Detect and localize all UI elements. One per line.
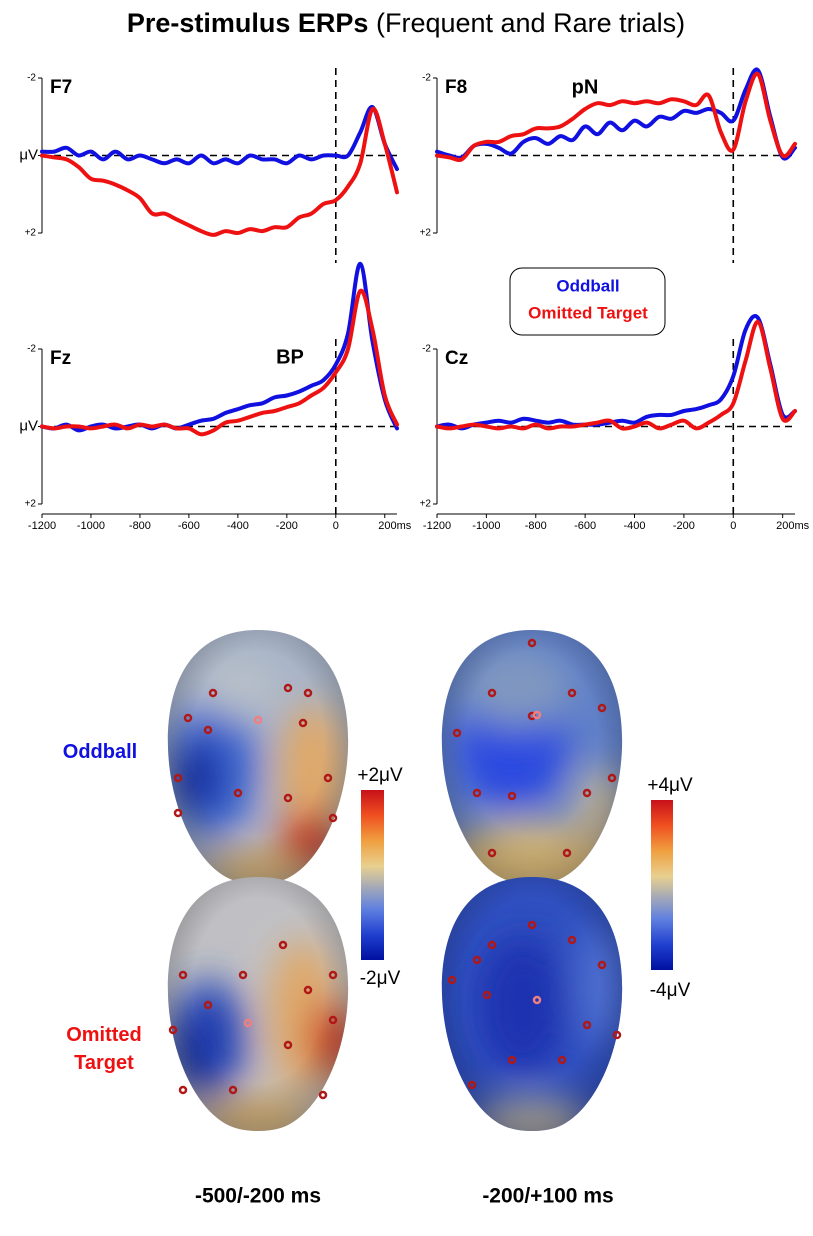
scale-min-label: -4μV [650, 980, 691, 1001]
y-tick-label: +2 [420, 499, 432, 510]
x-tick-label: -800 [129, 520, 151, 532]
y-tick-label: -2 [422, 344, 431, 355]
erp-line [40, 288, 399, 437]
topomap-head [441, 630, 623, 884]
x-tick-label: -1000 [77, 520, 105, 532]
erp-line [435, 67, 797, 161]
title-rest: (Frequent and Rare trials) [376, 8, 685, 38]
legend-entry: Omitted Target [528, 303, 648, 322]
x-tick-label: -200 [276, 520, 298, 532]
annotation: pN [572, 76, 599, 98]
panel-title: Fz [50, 348, 71, 369]
x-tick-label: -1000 [472, 520, 500, 532]
erp-line [435, 314, 797, 431]
x-tick-label: -200 [673, 520, 695, 532]
erp-line [40, 261, 399, 433]
row-label: Omitted Target [66, 1024, 142, 1074]
x-tick-label: 200ms [776, 520, 810, 532]
column-label: -200/+100 ms [482, 1185, 613, 1208]
x-tick-label: -600 [178, 520, 200, 532]
panel-title: F8 [445, 77, 467, 98]
y-tick-label: -2 [422, 73, 431, 84]
x-tick-label: 0 [730, 520, 736, 532]
title-bold: Pre-stimulus ERPs [127, 8, 369, 38]
erp-line [435, 71, 797, 162]
topomap-head [167, 630, 349, 884]
y-tick-label: -2 [27, 344, 36, 355]
panel-title: F7 [50, 77, 72, 98]
erp-line [435, 319, 797, 431]
x-tick-label: 0 [333, 520, 339, 532]
y-tick-label: +2 [420, 228, 432, 239]
y-tick-label: μV [19, 417, 38, 434]
y-tick-label: -2 [27, 73, 36, 84]
y-tick-label: μV [19, 146, 38, 163]
x-tick-label: -1200 [28, 520, 56, 532]
legend-entry: Oddball [556, 276, 619, 295]
scale-min-label: -2μV [360, 968, 401, 989]
y-tick-label: +2 [25, 499, 37, 510]
scale-max-label: +4μV [647, 775, 693, 796]
figure-title: Pre-stimulus ERPs (Frequent and Rare tri… [127, 8, 685, 38]
x-tick-label: 200ms [378, 520, 412, 532]
x-tick-label: -400 [227, 520, 249, 532]
erp-line [40, 105, 399, 172]
x-tick-label: -1200 [423, 520, 451, 532]
erp-line [40, 106, 399, 237]
y-tick-label: +2 [25, 228, 37, 239]
color-bar [361, 790, 384, 960]
scale-max-label: +2μV [357, 765, 403, 786]
column-label: -500/-200 ms [195, 1185, 321, 1208]
annotation: BP [276, 346, 304, 368]
row-label: Oddball [62, 741, 138, 763]
topomap-head [167, 877, 349, 1131]
legend-box [509, 267, 666, 336]
topomap-head [441, 877, 623, 1131]
x-tick-label: -600 [574, 520, 596, 532]
x-tick-label: -400 [624, 520, 646, 532]
color-bar [651, 800, 673, 970]
x-tick-label: -800 [525, 520, 547, 532]
panel-title: Cz [445, 348, 468, 369]
